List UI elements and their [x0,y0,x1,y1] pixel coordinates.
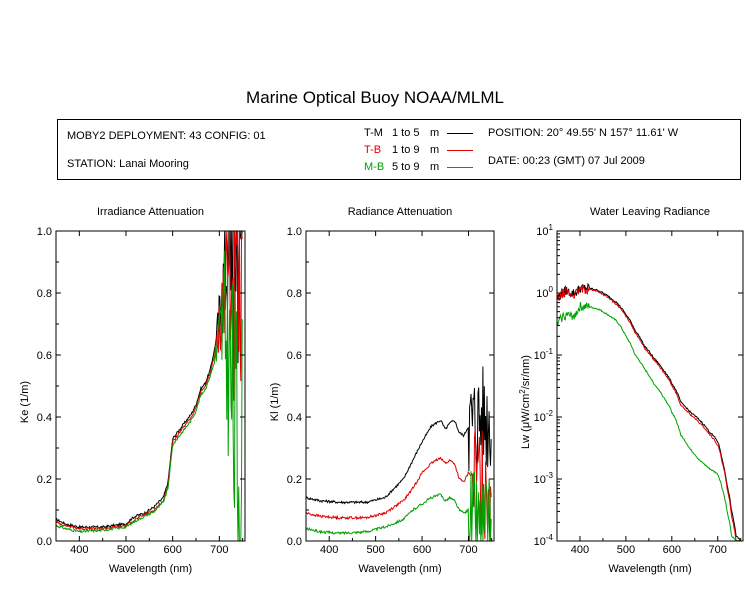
y-tick-label: 0.4 [287,412,302,424]
legend-line-tb [447,150,473,151]
y-tick-label: 100 [536,285,553,300]
deployment-text: MOBY2 DEPLOYMENT: 43 CONFIG: 01 [67,130,266,142]
series-line-0-0 [56,231,243,530]
series-line-1-2 [306,471,492,541]
y-tick-label: 1.0 [37,226,52,238]
x-axis-label: Wavelength (nm) [608,563,691,575]
x-tick-label: 700 [709,544,727,556]
y-tick-label: 101 [536,223,553,238]
y-tick-label: 0.8 [37,288,52,300]
plot-title-2: Water Leaving Radiance [590,206,710,218]
legend-unit-mb: m [430,161,440,173]
x-tick-label: 600 [413,544,431,556]
x-tick-label: 500 [617,544,635,556]
y-axis-label: Kl (1/m) [269,383,281,422]
position-text: POSITION: 20° 49.55' N 157° 11.61' W [488,127,679,139]
legend-unit-tm: m [430,127,440,139]
y-axis-label: Lw (μW/cm2/sr/nm) [518,355,532,449]
y-tick-label: 0.6 [287,350,302,362]
series-line-0-1 [56,231,243,531]
legend-line-tm [447,133,473,134]
series-line-1-0 [306,366,492,505]
y-tick-label: 10-1 [534,347,554,362]
x-tick-label: 600 [663,544,681,556]
legend-line-mb [447,167,473,168]
x-axis-label: Wavelength (nm) [109,563,192,575]
legend-code-mb: M-B [364,161,385,173]
x-tick-label: 700 [210,544,228,556]
date-text: DATE: 00:23 (GMT) 07 Jul 2009 [488,155,645,167]
series-line-1-1 [306,427,492,541]
info-box: MOBY2 DEPLOYMENT: 43 CONFIG: 01 STATION:… [57,119,741,180]
y-tick-label: 10-4 [534,533,554,548]
y-tick-label: 1.0 [287,226,302,238]
y-tick-label: 0.2 [37,474,52,486]
y-tick-label: 10-3 [534,471,554,486]
plot-title-1: Radiance Attenuation [348,206,453,218]
x-tick-label: 500 [366,544,384,556]
x-tick-label: 600 [163,544,181,556]
plot-title-0: Irradiance Attenuation [97,206,204,218]
x-axis-label: Wavelength (nm) [358,563,441,575]
y-tick-label: 0.2 [287,474,302,486]
x-tick-label: 400 [70,544,88,556]
y-tick-label: 0.0 [287,536,302,548]
legend-unit-tb: m [430,144,440,156]
legend-range-mb: 5 to 9 [392,161,420,173]
x-tick-label: 400 [320,544,338,556]
x-tick-label: 400 [571,544,589,556]
plot-frame-0 [55,230,246,542]
plot-frame-2 [556,230,744,542]
series-line-2-0 [557,282,741,541]
plot-frame-1 [305,230,495,542]
series-line-0-2 [56,250,243,541]
y-tick-label: 0.6 [37,350,52,362]
y-tick-label: 0.4 [37,412,52,424]
y-axis-label: Ke (1/m) [19,381,31,423]
legend-code-tm: T-M [364,127,383,139]
x-tick-label: 700 [459,544,477,556]
series-line-2-1 [557,284,741,541]
page-title: Marine Optical Buoy NOAA/MLML [246,88,504,107]
y-tick-label: 0.0 [37,536,52,548]
station-text: STATION: Lanai Mooring [67,158,189,170]
legend-code-tb: T-B [364,144,382,156]
y-tick-label: 10-2 [534,409,554,424]
y-tick-label: 0.8 [287,288,302,300]
series-line-2-2 [557,302,741,541]
legend-range-tb: 1 to 9 [392,144,420,156]
x-tick-label: 500 [117,544,135,556]
legend-range-tm: 1 to 5 [392,127,420,139]
